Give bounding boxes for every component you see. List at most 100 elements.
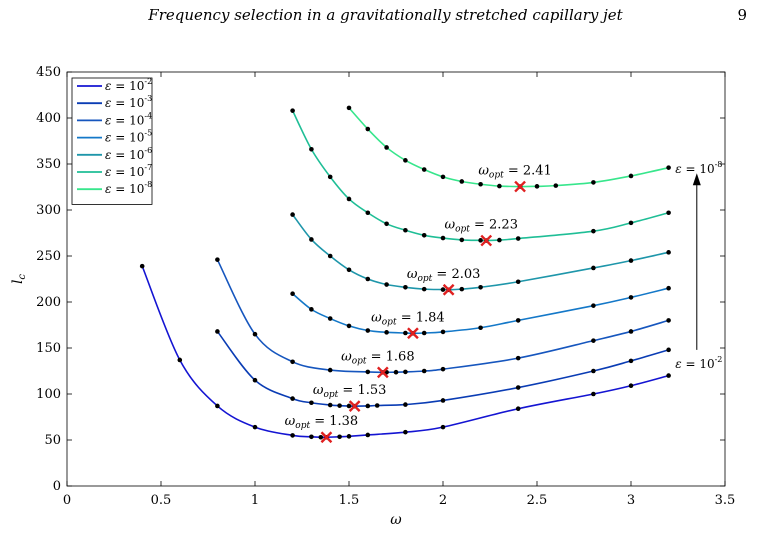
optimum-label: ωopt = 2.23 [444, 218, 518, 235]
data-point [365, 432, 371, 438]
series-line-4 [291, 214, 669, 291]
running-title: Frequency selection in a gravitationally… [148, 6, 623, 24]
optimum-marker [348, 400, 361, 412]
y-tick-label: 450 [36, 65, 61, 80]
x-axis-label: ω [390, 512, 402, 528]
legend-entry: ε = 10-8 [105, 180, 152, 196]
data-point [139, 263, 145, 269]
optimum-marker [320, 431, 333, 444]
x-tick-label: 0 [63, 493, 71, 508]
data-point [421, 167, 427, 172]
data-point [346, 403, 352, 409]
data-point [497, 183, 502, 189]
data-point [478, 181, 483, 187]
data-point [346, 105, 352, 111]
x-tick-label: 3.5 [715, 493, 736, 508]
data-point [327, 367, 333, 373]
data-point [290, 396, 295, 401]
data-point [459, 179, 465, 184]
data-point [628, 295, 634, 300]
arrow-label-top: ε = 10-8 [675, 160, 722, 176]
data-point [365, 210, 371, 216]
data-point [478, 284, 483, 290]
legend-entry: ε = 10-5 [105, 129, 152, 145]
data-point [290, 108, 295, 113]
data-point [666, 285, 671, 291]
data-point [440, 424, 446, 430]
legend-box [71, 77, 153, 205]
data-point [515, 318, 521, 323]
data-point [215, 403, 220, 409]
data-point [478, 238, 483, 243]
data-point [393, 369, 399, 375]
data-point [421, 286, 427, 292]
data-point [421, 330, 427, 336]
data-point [309, 146, 314, 152]
data-point [309, 400, 314, 406]
data-point [628, 329, 634, 334]
data-point [384, 330, 389, 335]
optimum-marker [376, 366, 389, 379]
data-point [403, 158, 408, 163]
data-point [365, 369, 371, 375]
y-tick-label: 200 [36, 295, 61, 310]
data-point [440, 366, 446, 372]
x-tick-label: 3 [627, 493, 635, 508]
data-point [290, 359, 295, 365]
data-point [318, 434, 324, 440]
data-point [327, 253, 333, 259]
data-point [515, 406, 521, 412]
y-axis-label: lc [10, 274, 28, 284]
data-point [337, 434, 342, 440]
data-point [384, 221, 389, 227]
data-point [666, 373, 671, 378]
data-point [628, 383, 634, 389]
data-point [309, 237, 314, 242]
data-point [403, 227, 408, 233]
data-point [515, 355, 521, 361]
data-point [591, 180, 596, 185]
data-point [365, 126, 371, 132]
data-point [591, 265, 596, 271]
data-point [290, 212, 295, 217]
data-point [290, 433, 295, 438]
page-number: 9 [737, 6, 747, 24]
y-tick-label: 0 [53, 479, 61, 494]
data-point [591, 228, 596, 234]
data-point [628, 258, 634, 263]
optimum-label: ωopt = 2.41 [478, 164, 552, 181]
plot-frame [66, 71, 726, 487]
data-point [478, 325, 483, 331]
data-point [421, 368, 427, 374]
data-point [440, 329, 446, 335]
data-point [628, 220, 634, 226]
data-point [327, 316, 333, 321]
legend-entry: ε = 10-7 [105, 163, 152, 179]
data-point [374, 403, 380, 408]
legend-entry: ε = 10-3 [105, 94, 152, 110]
data-point [403, 330, 408, 336]
data-point [403, 284, 408, 290]
optimum-marker [442, 283, 455, 296]
data-point [384, 145, 389, 150]
data-point [365, 328, 371, 333]
data-point [553, 183, 559, 188]
y-tick-label: 300 [36, 203, 61, 218]
data-point [290, 291, 295, 297]
data-point [421, 233, 427, 238]
data-point [403, 429, 408, 435]
y-tick-label: 250 [36, 249, 61, 264]
data-point [666, 165, 671, 170]
page-header: Frequency selection in a gravitationally… [0, 0, 771, 30]
data-point [440, 287, 446, 292]
x-tick-label: 2 [439, 493, 447, 508]
optimum-label: ωopt = 1.68 [341, 349, 415, 366]
data-point [215, 329, 220, 334]
data-point [666, 347, 671, 353]
data-point [327, 174, 333, 180]
data-point [403, 402, 408, 407]
data-point [591, 303, 596, 308]
optimum-label: ωopt = 1.84 [371, 310, 445, 327]
optimum-label: ωopt = 1.38 [285, 414, 359, 431]
